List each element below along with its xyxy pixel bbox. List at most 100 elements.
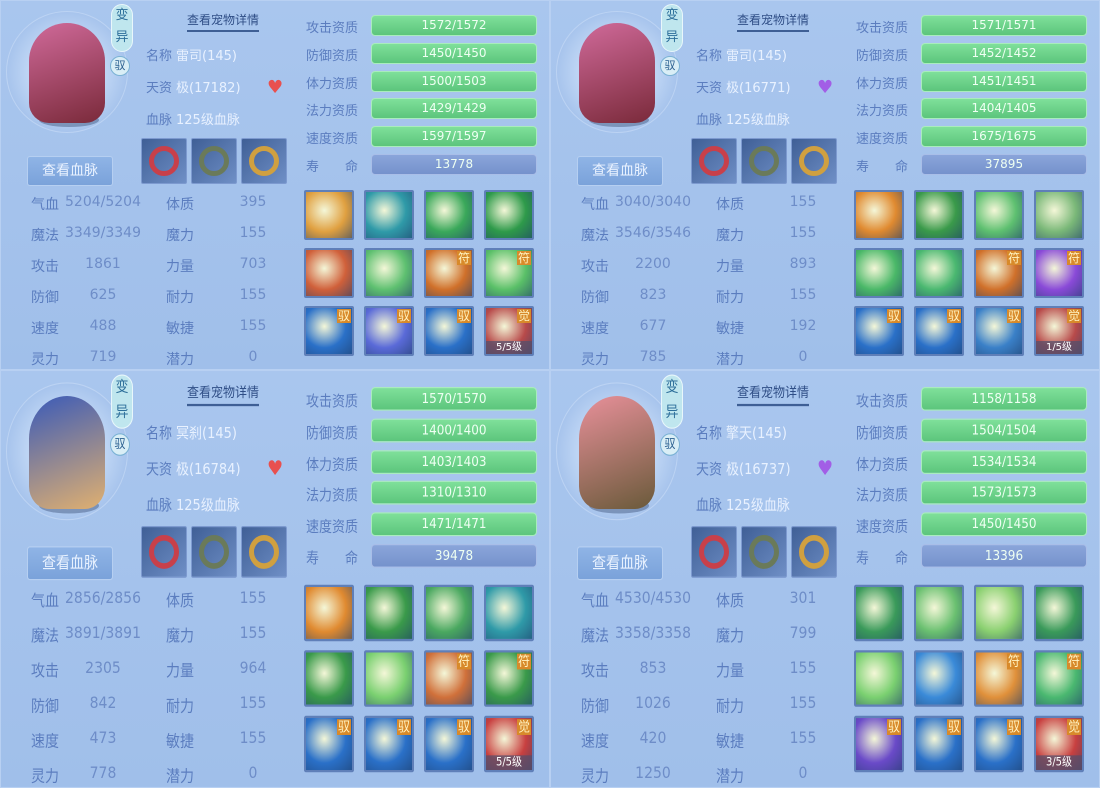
equipment-slot[interactable]	[191, 525, 237, 578]
lifespan-bar: 13778	[371, 154, 537, 175]
twin-fighters-icon	[426, 587, 472, 639]
skill-slot[interactable]: 觉 5/5级	[484, 715, 534, 773]
skill-slot[interactable]: 符	[484, 248, 534, 298]
skill-slot[interactable]	[914, 190, 964, 240]
pet-talent: 极(16737)	[726, 461, 791, 479]
green-brute-icon	[916, 192, 962, 238]
skill-slot[interactable]	[974, 190, 1024, 240]
skill-slot[interactable]: 符	[974, 650, 1024, 707]
equipment-slot[interactable]	[691, 138, 737, 184]
skill-slot[interactable]	[484, 584, 534, 642]
view-bloodline-button[interactable]: 查看血脉	[577, 546, 663, 581]
skill-slot[interactable]: 驭	[424, 306, 474, 356]
equipment-slot[interactable]	[241, 138, 287, 184]
pet-talent-row: 天资 极(16784)	[146, 457, 241, 479]
aptitude-bar: 1597/1597	[371, 126, 537, 147]
skill-slot[interactable]	[854, 190, 904, 240]
stat-label: 速度	[31, 321, 59, 337]
skill-slot[interactable]	[304, 650, 354, 707]
skill-slot[interactable]	[304, 248, 354, 298]
equipment-slot[interactable]	[691, 525, 737, 578]
view-bloodline-button[interactable]: 查看血脉	[27, 546, 113, 581]
talent-label: 天资	[696, 461, 723, 479]
skill-slot[interactable]	[304, 584, 354, 642]
attribute-label: 力量	[166, 662, 194, 681]
skill-slot[interactable]	[854, 650, 904, 707]
skill-slot[interactable]: 驭	[304, 715, 354, 773]
skill-slot[interactable]: 驭	[854, 306, 904, 356]
skill-slot[interactable]	[1034, 584, 1084, 642]
skill-slot[interactable]	[914, 248, 964, 298]
attribute-label: 耐力	[716, 290, 744, 306]
equipment-slot[interactable]	[141, 525, 187, 578]
stat-value: 1861	[85, 256, 121, 272]
skill-slot[interactable]: 驭	[914, 715, 964, 773]
skill-slot[interactable]: 觉 1/5级	[1034, 306, 1084, 356]
skill-slot[interactable]	[424, 190, 474, 240]
skill-slot[interactable]: 符	[974, 248, 1024, 298]
skill-slot[interactable]: 符	[1034, 650, 1084, 707]
boot-icon	[1036, 192, 1082, 238]
stat-value: 823	[639, 287, 667, 303]
attribute-label: 敏捷	[166, 321, 194, 337]
view-pet-details-link[interactable]: 查看宠物详情	[737, 11, 810, 32]
skill-slot[interactable]	[364, 190, 414, 240]
skill-slot[interactable]	[854, 248, 904, 298]
skill-slot[interactable]	[974, 584, 1024, 642]
pet-bloodline: 125级血脉	[726, 113, 790, 128]
skill-slot[interactable]: 符	[424, 650, 474, 707]
aptitude-label: 法力资质	[856, 487, 909, 505]
equipment-slot[interactable]	[791, 525, 837, 578]
skill-slot[interactable]	[1034, 190, 1084, 240]
skill-slot[interactable]	[914, 584, 964, 642]
skill-slot[interactable]: 驭	[974, 715, 1024, 773]
equipment-slot[interactable]	[241, 525, 287, 578]
equipment-slot[interactable]	[741, 525, 787, 578]
skill-badge: 觉	[516, 309, 531, 323]
equipment-slot[interactable]	[191, 138, 237, 184]
skill-slot[interactable]: 驭	[914, 306, 964, 356]
skill-slot[interactable]: 驭	[854, 715, 904, 773]
skill-slot[interactable]	[364, 248, 414, 298]
aptitude-label: 攻击资质	[856, 393, 909, 411]
aptitude-label: 体力资质	[306, 457, 359, 474]
attribute-value: 964	[239, 659, 267, 678]
stat-value: 5204/5204	[65, 194, 141, 210]
aptitude-label: 体力资质	[856, 457, 909, 474]
armor-icon	[749, 146, 779, 176]
skill-slot[interactable]: 符	[484, 650, 534, 707]
view-pet-details-link[interactable]: 查看宠物详情	[187, 11, 260, 32]
attribute-label: 魔力	[166, 627, 194, 646]
skill-slot[interactable]: 符	[424, 248, 474, 298]
equipment-slot[interactable]	[141, 138, 187, 184]
skill-slot[interactable]: 驭	[974, 306, 1024, 356]
skill-slot[interactable]	[854, 584, 904, 642]
skill-slot[interactable]	[364, 584, 414, 642]
skill-slot[interactable]: 驭	[364, 306, 414, 356]
skill-slot[interactable]	[364, 650, 414, 707]
view-pet-details-link[interactable]: 查看宠物详情	[187, 382, 260, 407]
equipment-slot[interactable]	[741, 138, 787, 184]
skill-slot[interactable]	[914, 650, 964, 707]
stat-value: 719	[89, 349, 117, 365]
skill-badge: 符	[1066, 251, 1081, 265]
skill-slot[interactable]	[424, 584, 474, 642]
view-bloodline-button[interactable]: 查看血脉	[577, 156, 663, 186]
attribute-value: 703	[239, 256, 267, 272]
aptitude-bar: 1400/1400	[371, 418, 537, 443]
skill-slot[interactable]	[304, 190, 354, 240]
skill-slot[interactable]: 觉 5/5级	[484, 306, 534, 356]
aptitude-label: 速度资质	[856, 132, 909, 147]
skill-slot[interactable]: 符	[1034, 248, 1084, 298]
skill-slot[interactable]: 觉 3/5级	[1034, 715, 1084, 773]
aptitude-label: 体力资质	[306, 77, 359, 92]
skill-slot[interactable]: 驭	[364, 715, 414, 773]
skill-slot[interactable]: 驭	[304, 306, 354, 356]
view-pet-details-link[interactable]: 查看宠物详情	[737, 382, 810, 407]
view-bloodline-button[interactable]: 查看血脉	[27, 156, 113, 186]
pet-talent-row: 天资 极(16737)	[696, 457, 791, 479]
stat-label: 速度	[581, 732, 609, 751]
skill-slot[interactable]: 驭	[424, 715, 474, 773]
equipment-slot[interactable]	[791, 138, 837, 184]
skill-slot[interactable]	[484, 190, 534, 240]
